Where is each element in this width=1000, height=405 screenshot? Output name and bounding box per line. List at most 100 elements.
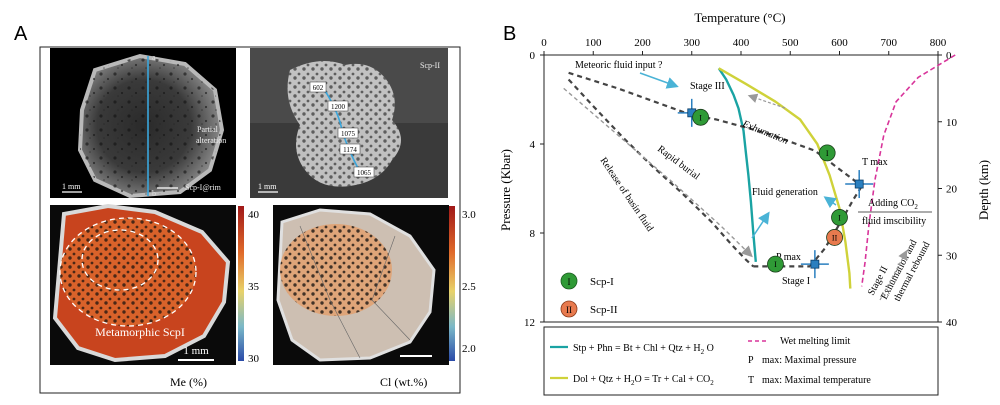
reaction1-text: Stp + Phn = Bt + Chl + Qtz + H2 O	[573, 343, 714, 356]
scapolite-badge	[826, 229, 843, 246]
scapolite-badge-text: I	[826, 149, 829, 158]
alteration-label-2: alteration	[196, 136, 226, 145]
reaction1-end: O	[704, 343, 714, 354]
annotation-release: Release of basin fluid	[598, 156, 656, 234]
tmax-definition: max: Maximal temperature	[762, 375, 871, 386]
annotation-stage1: Stage I	[782, 276, 810, 287]
y2-tick-label: 10	[946, 117, 958, 129]
me-colorbar	[238, 206, 244, 361]
series-line	[809, 185, 863, 268]
y-axis-label: Pressure (Kbar)	[498, 149, 513, 231]
pmax-letter: P	[748, 355, 754, 366]
spot-value: 1200	[331, 103, 346, 111]
x-tick-label: 500	[782, 37, 799, 49]
release-path	[563, 87, 753, 258]
x-tick-label: 600	[831, 37, 848, 49]
annotation-tmax: T max	[862, 157, 888, 168]
x-tick-label: 0	[541, 37, 547, 49]
fluid-gen-arrow-2	[823, 196, 837, 209]
panel-b-letter: B	[503, 23, 516, 45]
annotation-pmax: P max	[776, 252, 801, 263]
annotation-rapid-burial: Rapid burial	[655, 144, 701, 183]
scapolite-badge-text: I	[838, 213, 841, 222]
scp2-legend-badge	[560, 300, 578, 318]
reaction1-sub: 2	[701, 348, 705, 356]
y2-tick-label: 20	[946, 184, 958, 196]
reaction2-sub2: 2	[710, 379, 714, 387]
fluid-gen-arrow-1	[751, 211, 770, 239]
cl-colorbar-tick: 2.5	[462, 281, 476, 293]
series-line	[860, 54, 956, 287]
scp1-legend-badge	[560, 272, 578, 290]
alteration-label-1: Partial	[197, 125, 219, 134]
stage2-arrow	[879, 249, 908, 301]
reaction2-text: Dol + Qtz + H2O = Tr + Cal + CO2	[573, 374, 714, 387]
reaction-legend: Stp + Phn = Bt + Chl + Qtz + H2 O Dol + …	[543, 326, 939, 396]
meteoric-arrow	[639, 72, 679, 89]
pmax-definition: max: Maximal pressure	[762, 355, 857, 366]
series	[563, 54, 956, 289]
cl-map: 3.0 2.5 2.0 Cl (wt.%)	[273, 205, 476, 389]
scapolite-badge-text: I	[699, 113, 702, 122]
profile-end-label: b	[152, 189, 156, 198]
scale-label: 1 mm	[62, 182, 81, 191]
bse-image-scp2: Scp-II 602 1200 1075 1174 1065 1 mm	[250, 48, 448, 198]
data-point-marker	[810, 259, 820, 269]
cl-colorbar-tick: 2.0	[462, 343, 476, 355]
scapolite-badge-text: I	[774, 260, 777, 269]
x-tick-label: 200	[634, 37, 651, 49]
y2-tick-label: 0	[946, 50, 952, 62]
annotation-immiscibility: fluid imscibility	[862, 216, 926, 227]
x-tick-label: 400	[733, 37, 750, 49]
annotation-fluid-gen: Fluid generation	[752, 187, 818, 198]
adding-co2-text: Adding CO	[868, 198, 914, 209]
annotation-stage3: Stage III	[690, 81, 725, 92]
scapolite-badge	[831, 209, 848, 226]
panel-a: A a b Partial alteration Scp-I@rim 1 mm …	[14, 23, 476, 394]
y-ticks: 0 4 8 12	[524, 50, 544, 329]
tmax-letter: T	[748, 375, 754, 386]
y-tick-label: 8	[530, 228, 536, 240]
panel-b: B Temperature (°C) Pressure (Kbar) Depth…	[498, 10, 991, 396]
rim-label: Scp-I@rim	[185, 183, 222, 192]
scp1-badge-text: I	[568, 277, 571, 287]
y-tick-label: 4	[530, 139, 536, 151]
bse-image-scp1: a b Partial alteration Scp-I@rim 1 mm	[50, 48, 236, 199]
x-axis-label: Temperature (°C)	[694, 10, 785, 25]
me-colorbar-tick: 35	[248, 281, 260, 293]
annotation-exhumation: Exhumation	[740, 118, 790, 147]
series-line	[717, 67, 757, 263]
me-map-label: Metamorphic ScpI	[95, 325, 185, 339]
scp2-scale-label: 1 mm	[258, 182, 277, 191]
y-tick-label: 0	[530, 50, 536, 62]
y2-ticks: 0 10 20 30 40	[938, 50, 958, 329]
y2-axis-label: Depth (km)	[976, 160, 991, 220]
exhumation-arrow	[747, 93, 786, 109]
x-tick-label: 800	[930, 37, 947, 49]
y-tick-label: 12	[524, 317, 535, 329]
spot-value: 1174	[343, 146, 357, 154]
me-colorbar-title: Me (%)	[170, 375, 207, 389]
cl-colorbar-title: Cl (wt.%)	[380, 375, 427, 389]
scapolite-badge-text: II	[832, 233, 838, 242]
scapolite-badge	[818, 144, 836, 162]
me-colorbar-tick: 30	[248, 353, 260, 365]
x-tick-label: 100	[585, 37, 602, 49]
y2-tick-label: 40	[946, 317, 958, 329]
annotation-adding-co2: Adding CO2	[868, 198, 918, 211]
scp2-legend-label: Scp-II	[590, 304, 618, 316]
scapolite-badge	[767, 255, 784, 273]
cl-colorbar-tick: 3.0	[462, 209, 476, 221]
x-tick-label: 700	[881, 37, 898, 49]
spot-value: 1065	[357, 169, 372, 177]
x-tick-label: 300	[684, 37, 701, 49]
me-scale-label: 1 mm	[183, 345, 209, 357]
scp1-legend-label: Scp-I	[590, 276, 614, 288]
y2-tick-label: 30	[946, 250, 958, 262]
spot-value: 1075	[341, 130, 356, 138]
scp-legend: I Scp-I II Scp-II	[560, 272, 618, 318]
reaction2-mid: O = Tr + Cal + CO	[634, 374, 710, 385]
cl-colorbar	[449, 206, 455, 361]
reaction2-sub: 2	[631, 379, 635, 387]
data-point-marker	[854, 179, 864, 189]
